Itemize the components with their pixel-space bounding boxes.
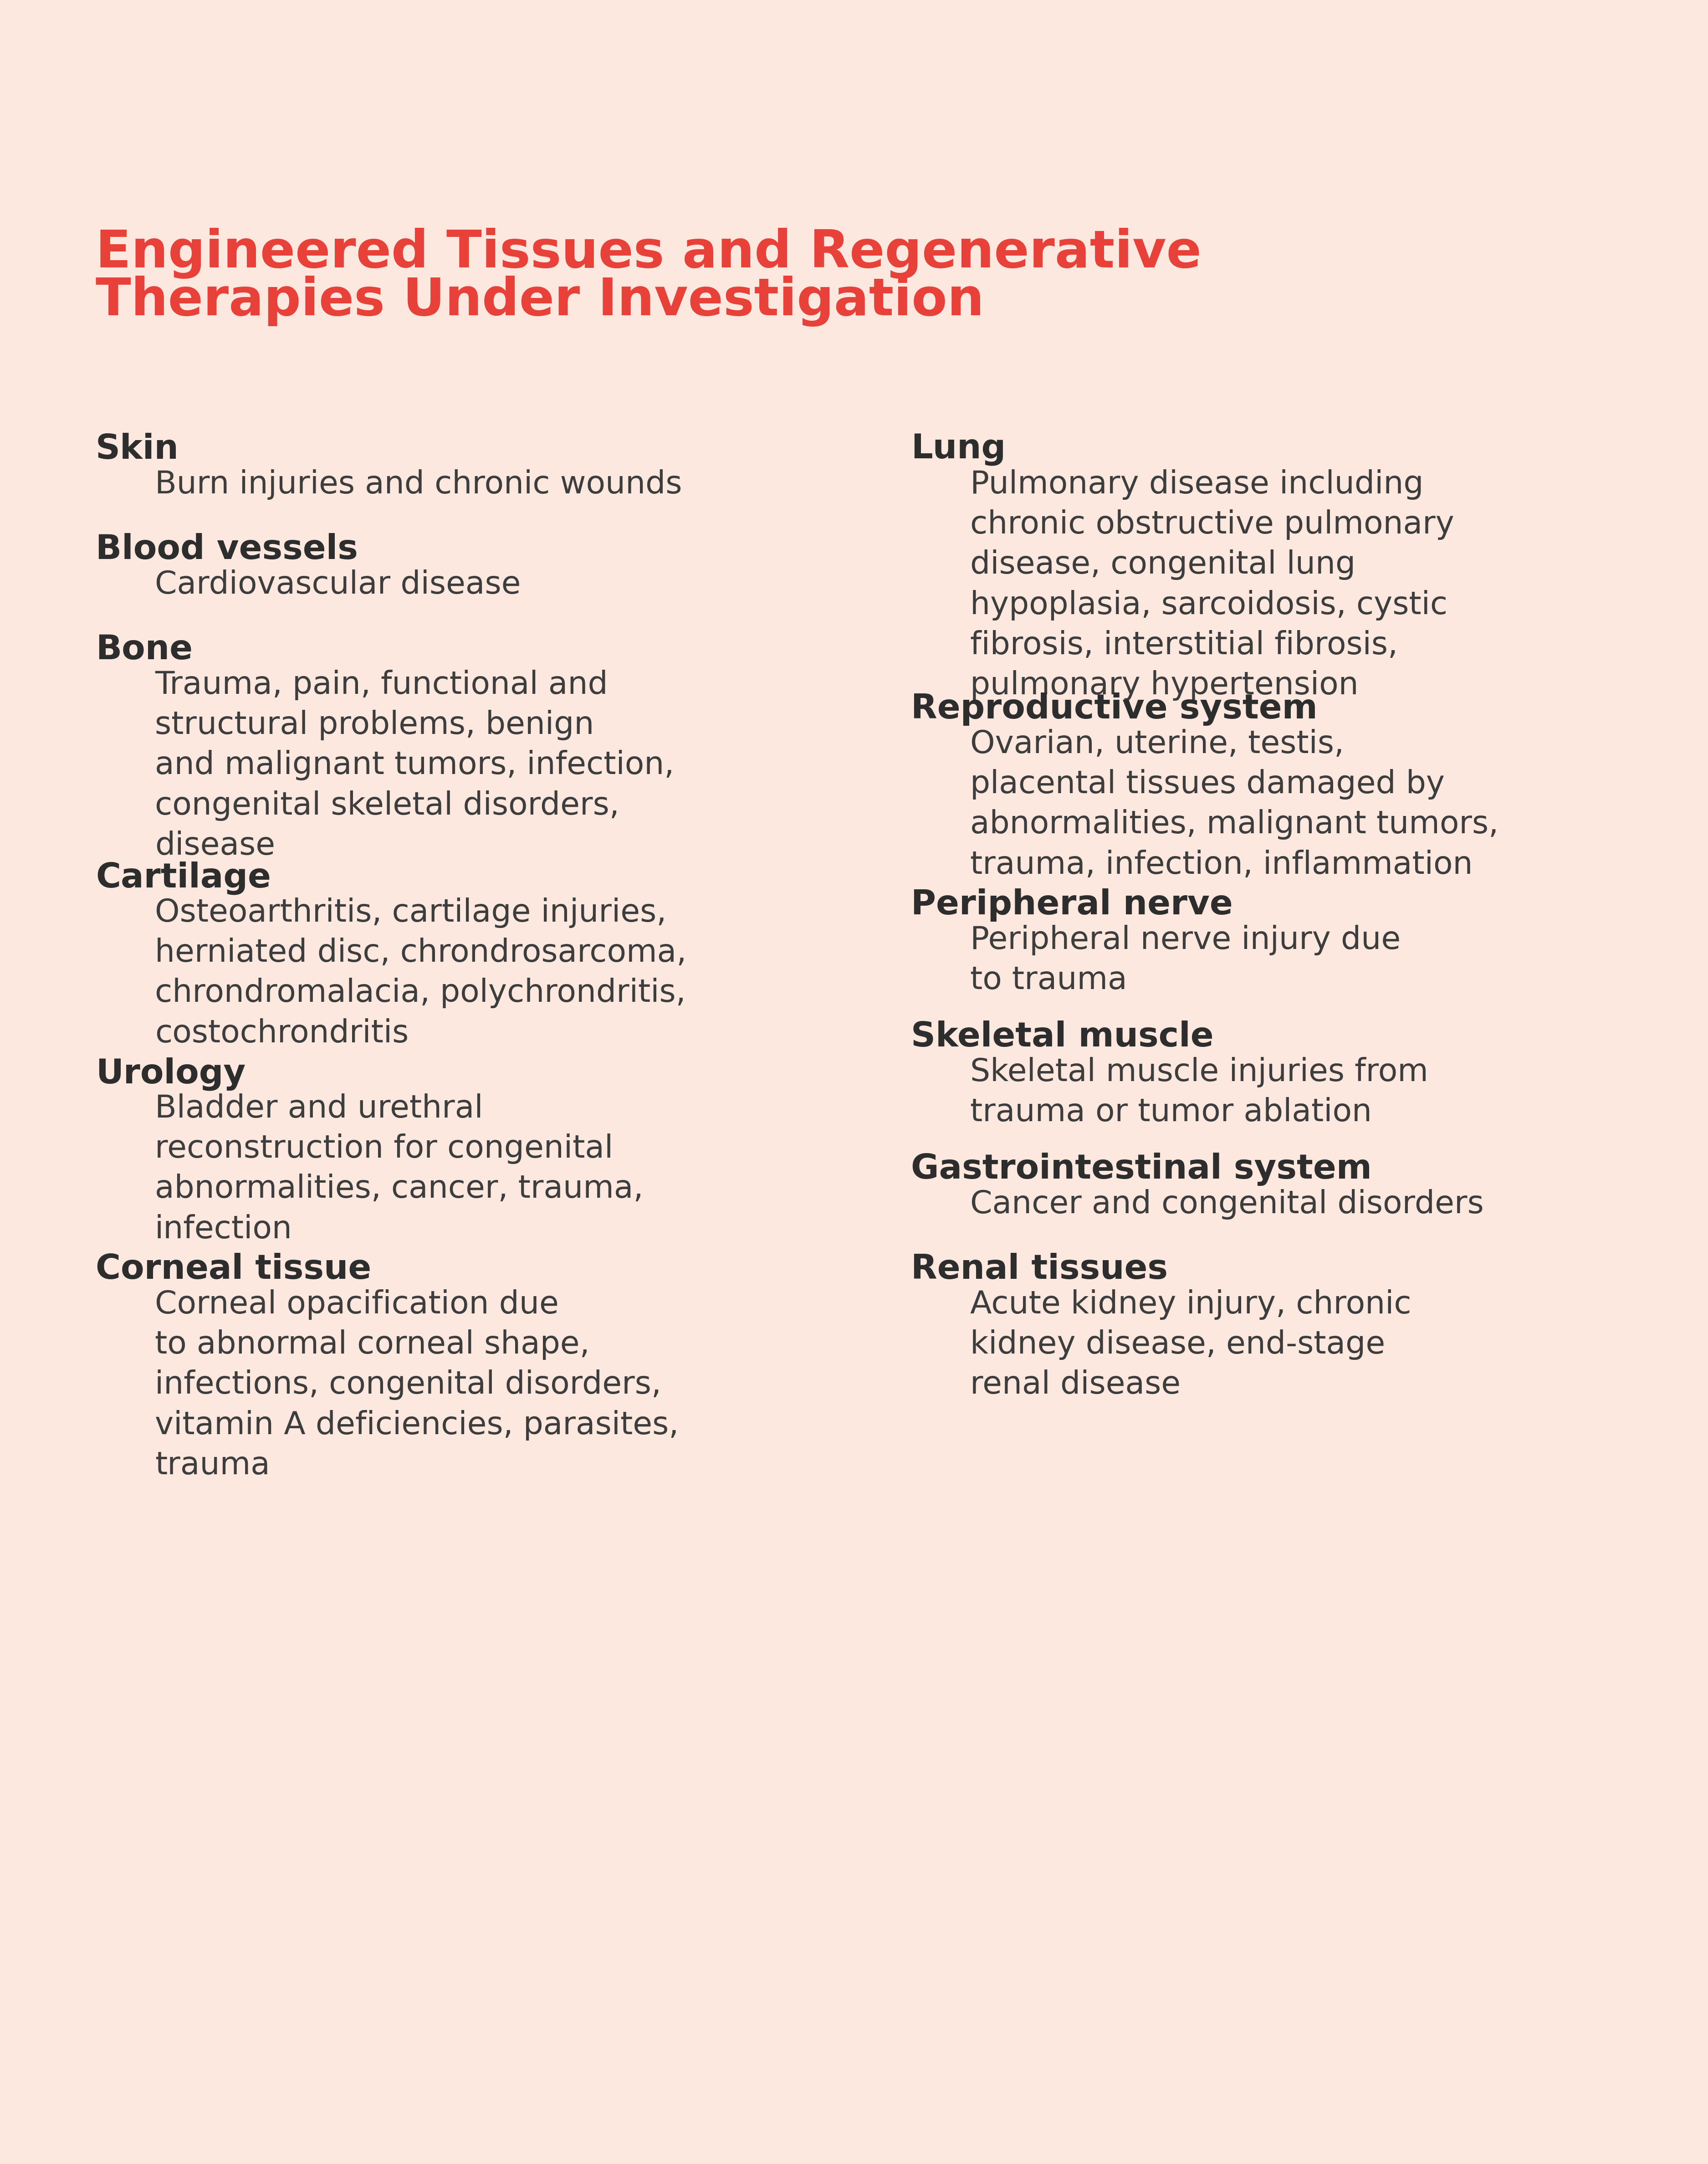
Text: Blood vessels: Blood vessels (96, 532, 359, 567)
Text: Gastrointestinal system: Gastrointestinal system (910, 1153, 1372, 1186)
Text: Reproductive system: Reproductive system (910, 692, 1317, 725)
Text: Corneal opacification due
to abnormal corneal shape,
infections, congenital diso: Corneal opacification due to abnormal co… (155, 1290, 678, 1480)
Text: Ovarian, uterine, testis,
placental tissues damaged by
abnormalities, malignant : Ovarian, uterine, testis, placental tiss… (970, 729, 1498, 881)
Text: Skin: Skin (96, 433, 179, 465)
Text: Skeletal muscle injuries from
trauma or tumor ablation: Skeletal muscle injuries from trauma or … (970, 1056, 1428, 1127)
Text: Renal tissues: Renal tissues (910, 1253, 1168, 1285)
Text: Skeletal muscle: Skeletal muscle (910, 1021, 1214, 1054)
Text: Bladder and urethral
reconstruction for congenital
abnormalities, cancer, trauma: Bladder and urethral reconstruction for … (155, 1093, 644, 1244)
Text: Osteoarthritis, cartilage injuries,
herniated disc, chrondrosarcoma,
chrondromal: Osteoarthritis, cartilage injuries, hern… (155, 898, 687, 1050)
Text: Cardiovascular disease: Cardiovascular disease (155, 569, 521, 599)
Text: Pulmonary disease including
chronic obstructive pulmonary
disease, congenital lu: Pulmonary disease including chronic obst… (970, 470, 1454, 701)
Text: Trauma, pain, functional and
structural problems, benign
and malignant tumors, i: Trauma, pain, functional and structural … (155, 669, 675, 861)
Text: Therapies Under Investigation: Therapies Under Investigation (96, 275, 984, 327)
Text: Acute kidney injury, chronic
kidney disease, end-stage
renal disease: Acute kidney injury, chronic kidney dise… (970, 1290, 1411, 1400)
Text: Cancer and congenital disorders: Cancer and congenital disorders (970, 1188, 1484, 1220)
Text: Urology: Urology (96, 1056, 246, 1091)
Text: Bone: Bone (96, 634, 193, 667)
Text: Burn injuries and chronic wounds: Burn injuries and chronic wounds (155, 470, 681, 500)
Text: Lung: Lung (910, 433, 1006, 465)
Text: Peripheral nerve injury due
to trauma: Peripheral nerve injury due to trauma (970, 924, 1401, 995)
Text: Engineered Tissues and Regenerative: Engineered Tissues and Regenerative (96, 227, 1201, 279)
Text: Corneal tissue: Corneal tissue (96, 1253, 371, 1285)
Text: Cartilage: Cartilage (96, 861, 272, 894)
Text: Peripheral nerve: Peripheral nerve (910, 889, 1233, 922)
